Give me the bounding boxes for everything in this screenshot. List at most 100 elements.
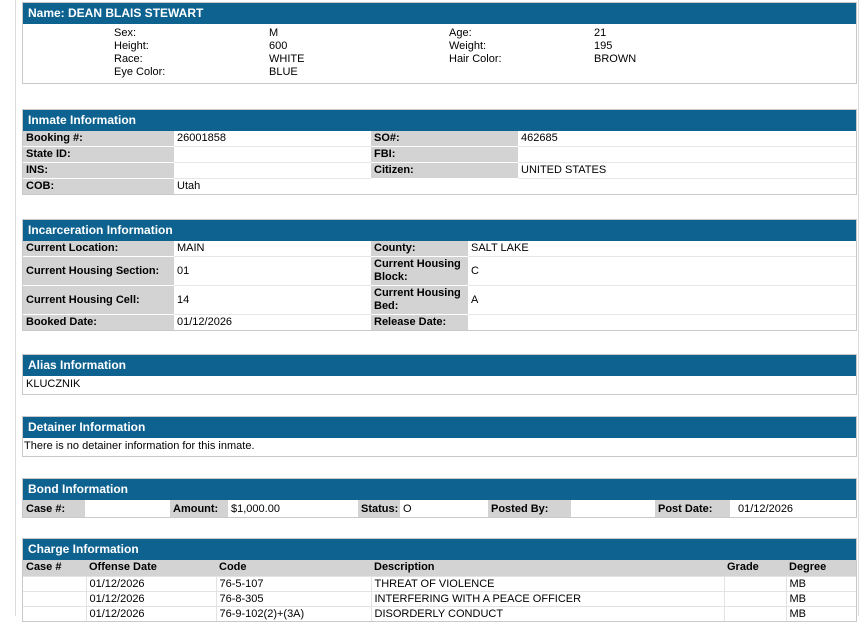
detainer-message: There is no detainer information for thi… [24,440,255,452]
alias-value: KLUCZNIK [26,378,81,390]
field-value: $1,000.00 [231,502,280,515]
field-label: COB: [23,178,174,194]
bond-information-section: Bond Information Case #: Amount: $1,000.… [22,478,857,518]
info-row: Booking #: 26001858 SO#: 462685 [23,131,856,147]
info-row: Booked Date: 01/12/2026 Release Date: [23,314,856,331]
field-value: 195 [594,40,613,52]
field-label: Age: [449,27,472,39]
field-value [468,315,856,331]
charge-information-header: Charge Information [23,539,856,560]
charge-column-header: Description [371,560,724,576]
field-label: Post Date: [655,500,730,517]
alias-information-header: Alias Information [23,355,856,376]
charge-column-header: Code [216,560,371,576]
field-label: Hair Color: [449,53,502,65]
field-value: 01/12/2026 [738,502,794,515]
name-section: Name: DEAN BLAIS STEWART Sex: M Age: 21 … [22,2,857,84]
demographics-row: Sex: M Age: 21 [23,27,856,40]
info-row: Current Housing Section: 01 Current Hous… [23,256,856,286]
field-value: Utah [177,180,201,192]
demographics-row: Height: 600 Weight: 195 [23,40,856,53]
field-value: BLUE [269,66,298,78]
charge-cell-degree: MB [785,575,856,592]
field-value: 462685 [518,131,856,147]
field-label: SO#: [371,131,518,147]
field-value: O [403,502,412,515]
field-label: Release Date: [371,314,468,330]
charge-cell-description: THREAT OF VIOLENCE [370,575,725,592]
bond-information-header: Bond Information [23,479,856,500]
field-label: Weight: [449,40,487,52]
field-value: SALT LAKE [468,241,856,257]
field-value: 01/12/2026 [177,316,233,328]
charge-cell-case [23,590,87,607]
field-value: MAIN [174,241,371,257]
field-label: Race: [114,53,143,65]
detainer-information-header: Detainer Information [23,417,856,438]
info-row: INS: Citizen: UNITED STATES [23,162,856,179]
charge-cell-offense-date: 01/12/2026 [85,605,217,621]
field-label: Current Housing Bed: [371,285,468,315]
alias-information-section: Alias Information KLUCZNIK [22,354,857,395]
field-label: Current Location: [23,241,174,257]
detainer-information-section: Detainer Information There is no detaine… [22,416,857,457]
charge-column-header: Offense Date [86,560,216,576]
field-label: Booked Date: [23,314,174,330]
charge-row: 01/12/2026 76-8-305 INTERFERING WITH A P… [23,590,856,607]
demographics-table: Sex: M Age: 21 Height: 600 Weight: 195 R… [23,27,856,79]
charge-cell-grade [723,605,787,621]
field-value: 600 [269,40,288,52]
charge-header-row: Case # Offense Date Code Description Gra… [23,560,856,576]
field-label: Height: [114,40,149,52]
field-label: Posted By: [488,500,571,517]
charge-cell-code: 76-5-107 [215,575,372,592]
field-label: Current Housing Cell: [23,285,174,315]
charge-table: Case # Offense Date Code Description Gra… [23,560,856,621]
inmate-report-page: Name: DEAN BLAIS STEWART Sex: M Age: 21 … [22,0,857,622]
charge-column-header: Grade [724,560,786,576]
field-value: A [468,285,856,315]
field-value: C [468,256,856,286]
inmate-information-table: Booking #: 26001858 SO#: 462685 State ID… [23,131,856,194]
incarceration-information-section: Incarceration Information Current Locati… [22,219,857,331]
charge-cell-code: 76-8-305 [215,590,372,607]
name-section-header: Name: DEAN BLAIS STEWART [23,3,856,24]
field-label: FBI: [371,146,518,163]
charge-cell-grade [723,590,787,607]
field-label: Case #: [23,500,85,517]
field-value: UNITED STATES [518,162,856,179]
field-label: Booking #: [23,131,174,147]
field-value: 21 [594,27,607,39]
field-label: INS: [23,162,174,179]
field-label: Current Housing Section: [23,256,174,286]
charge-cell-degree: MB [785,605,856,621]
field-label: Eye Color: [114,66,166,78]
demographics-row: Eye Color: BLUE [23,66,856,79]
charge-cell-case [23,575,87,592]
field-value [518,146,856,163]
field-label: Citizen: [371,162,518,179]
charge-cell-description: INTERFERING WITH A PEACE OFFICER [370,590,725,607]
field-value: M [269,27,279,39]
charge-cell-description: DISORDERLY CONDUCT [370,605,725,621]
field-value [174,146,371,163]
inmate-information-header: Inmate Information [23,110,856,131]
info-row: State ID: FBI: [23,146,856,163]
field-label [446,66,591,79]
field-value [85,500,170,517]
field-value [591,66,856,79]
info-row: Current Location: MAIN County: SALT LAKE [23,241,856,257]
charge-row: 01/12/2026 76-5-107 THREAT OF VIOLENCE M… [23,575,856,592]
charge-cell-case [23,605,87,621]
field-label: Status: [358,500,400,517]
field-value: WHITE [269,53,305,65]
incarceration-information-table: Current Location: MAIN County: SALT LAKE… [23,241,856,330]
charge-information-section: Charge Information Case # Offense Date C… [22,538,857,622]
charge-cell-degree: MB [785,590,856,607]
field-value: 14 [174,285,371,315]
charge-cell-offense-date: 01/12/2026 [85,590,217,607]
inmate-information-section: Inmate Information Booking #: 26001858 S… [22,109,857,195]
field-value [571,500,655,517]
info-row: COB: Utah [23,178,856,194]
field-label: State ID: [23,146,174,163]
